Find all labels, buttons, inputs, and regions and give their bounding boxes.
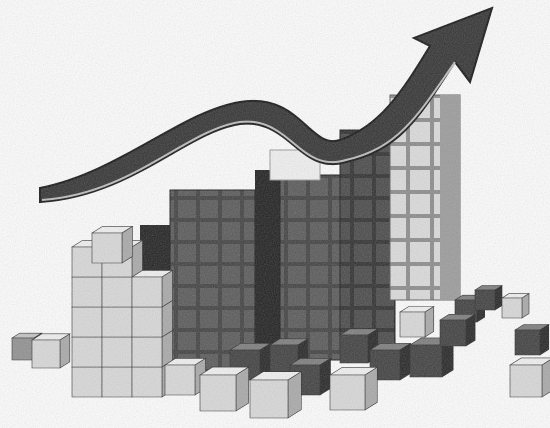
grain [0, 0, 550, 428]
illustration [0, 0, 550, 428]
body: (() => { JSON.parse(document.getElementB… [0, 0, 550, 428]
page: Illustration {} html, body { margin: 0; … [0, 0, 550, 428]
